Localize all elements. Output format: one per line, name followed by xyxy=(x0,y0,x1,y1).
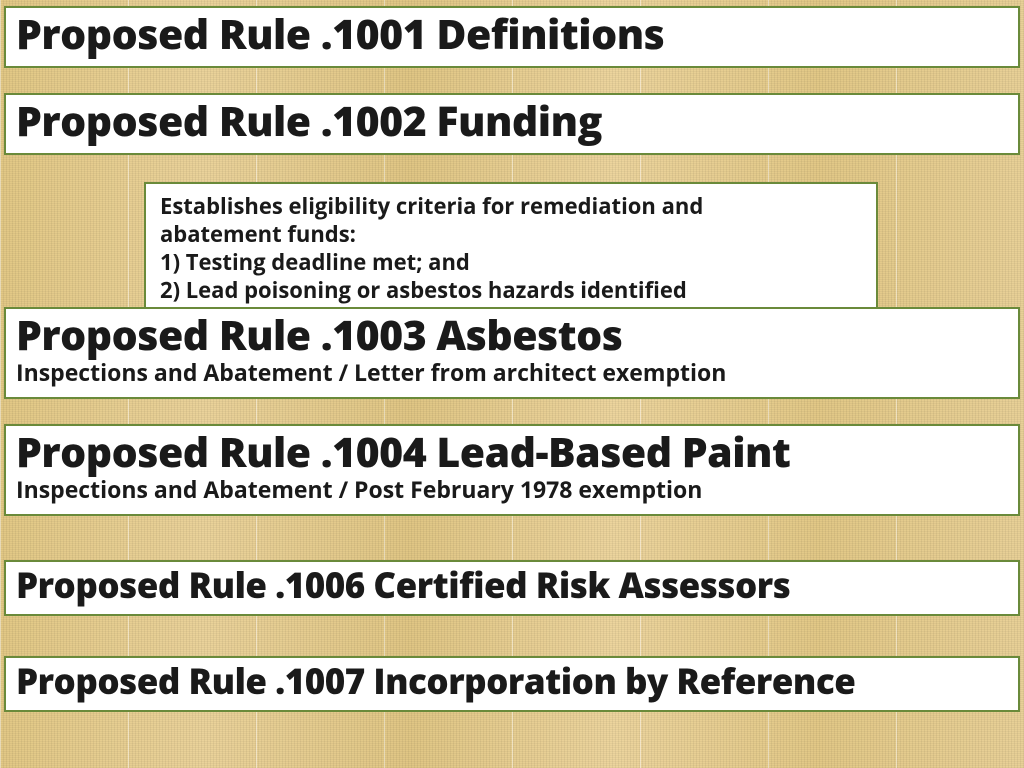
rule-card-1004: Proposed Rule .1004 Lead-Based Paint Ins… xyxy=(4,424,1020,516)
rule-1002-detail-box: Establishes eligibility criteria for rem… xyxy=(144,182,878,310)
rule-title: Proposed Rule .1004 Lead-Based Paint xyxy=(16,430,1008,476)
rule-card-1002: Proposed Rule .1002 Funding xyxy=(4,93,1020,155)
rule-title: Proposed Rule .1002 Funding xyxy=(16,99,1008,145)
rule-title: Proposed Rule .1007 Incorporation by Ref… xyxy=(16,662,1008,701)
rule-subtitle: Inspections and Abatement / Post Februar… xyxy=(16,476,1008,502)
rule-card-1001: Proposed Rule .1001 Definitions xyxy=(4,6,1020,68)
detail-line: 2) Lead poisoning or asbestos hazards id… xyxy=(160,276,862,304)
rule-title: Proposed Rule .1006 Certified Risk Asses… xyxy=(16,566,1008,605)
rule-card-1006: Proposed Rule .1006 Certified Risk Asses… xyxy=(4,560,1020,616)
rule-title: Proposed Rule .1001 Definitions xyxy=(16,12,1008,58)
detail-line: Establishes eligibility criteria for rem… xyxy=(160,192,862,220)
detail-line: 1) Testing deadline met; and xyxy=(160,248,862,276)
rule-title: Proposed Rule .1003 Asbestos xyxy=(16,313,1008,359)
rule-card-1007: Proposed Rule .1007 Incorporation by Ref… xyxy=(4,656,1020,712)
rule-card-1003: Proposed Rule .1003 Asbestos Inspections… xyxy=(4,307,1020,399)
rule-subtitle: Inspections and Abatement / Letter from … xyxy=(16,359,1008,385)
detail-line: abatement funds: xyxy=(160,220,862,248)
